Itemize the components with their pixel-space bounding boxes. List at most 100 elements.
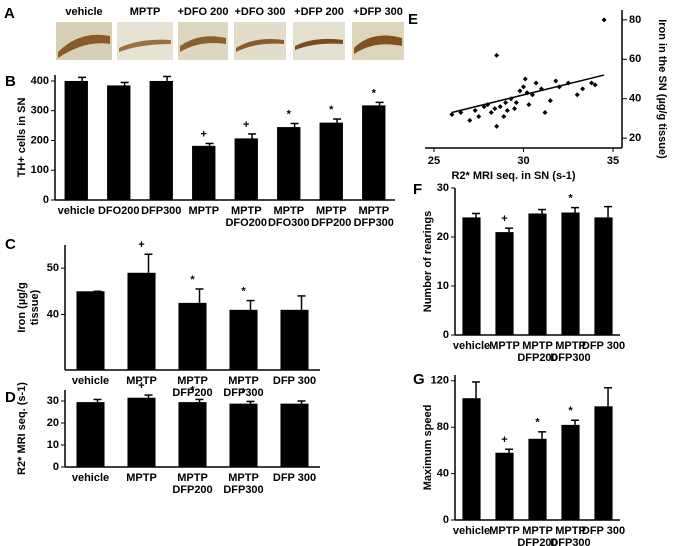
y-axis-label: Iron in the SN (µg/g tissue) [656,19,668,159]
x-tick-label: MPTP [228,375,259,387]
point [574,92,580,98]
y-tick-label: 30 [437,182,449,194]
x-tick-label: MPTP [489,340,520,352]
bar [594,217,613,335]
x-tick-label: MPTP [555,340,586,352]
point [521,84,526,90]
bar [594,406,613,520]
bar [76,402,105,467]
point [547,98,553,104]
y-tick-label: 0 [53,461,59,473]
bar [178,302,207,370]
panel-letter: F [413,181,422,198]
y-tick-label: 10 [47,439,59,451]
x-tick-label: MPTP [522,525,553,537]
x-tick-label: MPTP [177,472,208,484]
fit-line [451,74,605,114]
y-tick-label: 100 [31,164,49,176]
image-label: MPTP [130,6,161,18]
significance-marker: * [372,87,377,99]
bar [229,403,258,467]
point [449,111,455,117]
x-tick-label: DFP300 [354,217,394,229]
x-tick-label: DFP200 [172,484,212,496]
significance-marker: * [190,384,195,396]
point [601,17,607,23]
bar [64,80,88,200]
x-tick-label: DFP300 [550,352,590,364]
image-label: +DFO 200 [177,6,228,18]
y-axis-label: Number of rearings [422,211,434,312]
x-tick-label: DFO200 [225,217,267,229]
x-tick-label: DFP300 [141,205,181,217]
significance-marker: * [568,405,573,417]
point [512,106,518,112]
bar [234,138,258,200]
point [526,102,532,108]
y-axis-label: tissue) [29,289,41,325]
point [494,123,500,129]
panel-letter: A [4,5,15,22]
bar [528,438,547,520]
x-tick-label: DFP300 [550,537,590,546]
y-tick-label: 40 [47,308,59,320]
x-tick-label: DFP 300 [273,472,316,484]
significance-marker: + [501,213,507,225]
x-tick-label: vehicle [58,205,95,217]
significance-marker: * [241,285,246,297]
image-label: +DFP 300 [353,6,403,18]
y-axis-label: TH+ cells in SN [16,98,28,178]
bar [362,105,386,200]
bar [561,424,580,520]
x-tick-label: 30 [517,155,529,167]
bar [495,232,514,335]
y-tick-label: 0 [43,194,49,206]
x-tick-label: MPTP [188,205,219,217]
x-tick-label: DFO200 [98,205,140,217]
point [553,78,559,84]
x-tick-label: MPTP [228,472,259,484]
point [492,106,498,112]
y-tick-label: 10 [437,280,449,292]
point [488,110,494,116]
point [504,108,510,114]
bar [76,291,105,370]
significance-marker: + [201,128,207,140]
significance-marker: + [243,119,249,131]
point [533,80,539,86]
x-tick-label: DFP200 [517,352,557,364]
x-tick-label: DFP300 [223,484,263,496]
point [476,113,482,119]
y-tick-label: 20 [47,417,59,429]
bar [229,309,258,370]
significance-marker: + [501,434,507,446]
significance-marker: * [329,104,334,116]
x-tick-label: DFP 300 [582,525,625,537]
x-tick-label: MPTP [126,375,157,387]
y-axis-label: R2* MRI seq. (s-1) [16,382,28,475]
bar [192,145,216,200]
significance-marker: * [568,193,573,205]
y-tick-label: 20 [437,231,449,243]
x-tick-label: DFP 300 [273,375,316,387]
y-tick-label: 80 [629,14,641,26]
bar [462,217,481,335]
x-tick-label: DFP300 [223,387,263,399]
significance-marker: * [287,108,292,120]
bar [495,452,514,520]
bar [149,80,173,200]
panel-letter: C [5,236,16,253]
x-tick-label: vehicle [453,340,490,352]
x-tick-label: MPTP [126,472,157,484]
y-tick-label: 300 [31,105,49,117]
image-label: vehicle [65,6,102,18]
x-tick-label: 25 [428,155,440,167]
x-tick-label: vehicle [72,472,109,484]
y-tick-label: 0 [443,329,449,341]
bar [319,122,343,200]
x-tick-label: DFP200 [311,217,351,229]
x-tick-label: MPTP [489,525,520,537]
bar [280,309,309,370]
significance-marker: * [241,386,246,398]
